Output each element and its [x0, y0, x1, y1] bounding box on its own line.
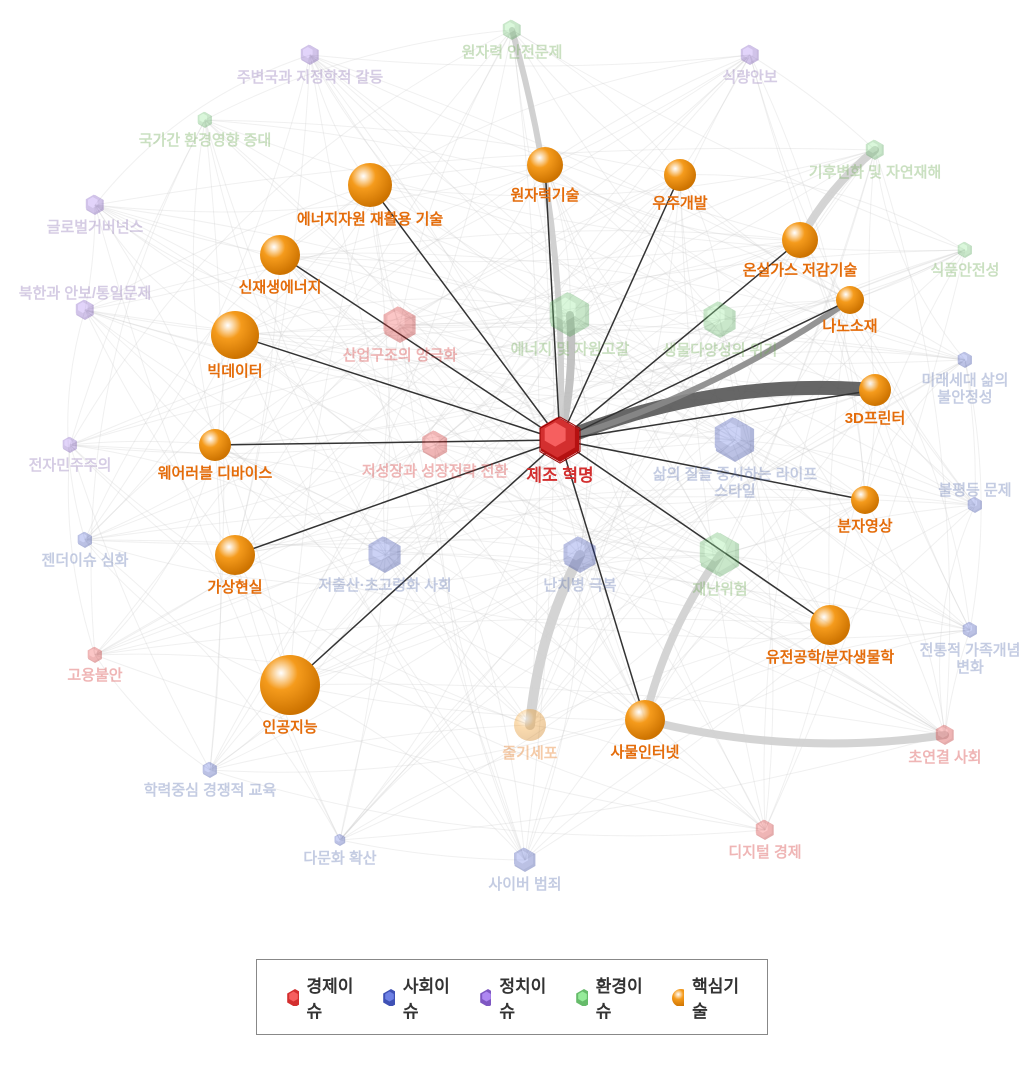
- node-env_impact: 국가간 환경영향 증대: [139, 112, 272, 149]
- hex-icon: [478, 988, 492, 1006]
- node-family_change: 전통적 가족개념변화: [920, 622, 1021, 676]
- node-label: 전통적 가족개념: [920, 641, 1021, 659]
- hex-icon: [285, 988, 299, 1006]
- legend-item-economy: 경제이슈: [285, 972, 353, 1022]
- legend-label: 정치이슈: [499, 972, 546, 1022]
- network-svg: 제조 혁명원자력 안전문제주변국과 지정학적 갈등식량안보국가간 환경영향 증대…: [0, 0, 1024, 1065]
- legend-item-tech: 핵심기술: [671, 972, 739, 1022]
- circle-icon: [671, 988, 685, 1006]
- node-label: 우주개발: [652, 194, 707, 212]
- node-gender: 젠더이슈 심화: [42, 532, 129, 569]
- node-wearable: 웨어러블 디바이스: [158, 429, 273, 482]
- legend-label: 핵심기술: [692, 972, 739, 1022]
- node-iot: 사물인터넷: [610, 700, 679, 761]
- legend: 경제이슈 사회이슈 정치이슈 환경이슈 핵심기술: [256, 959, 768, 1035]
- legend-item-politics: 정치이슈: [478, 972, 546, 1022]
- hex-icon: [381, 988, 395, 1006]
- node-label: 사이버 범죄: [488, 876, 561, 893]
- node-label: 초연결 사회: [908, 748, 981, 766]
- node-edu_competitive: 학력중심 경쟁적 교육: [144, 762, 277, 799]
- legend-item-environment: 환경이슈: [574, 972, 642, 1022]
- legend-item-society: 사회이슈: [381, 972, 449, 1022]
- node-multiculture: 다문화 확산: [303, 834, 376, 867]
- node-cybercrime: 사이버 범죄: [488, 848, 561, 894]
- node-label: 식량안보: [722, 68, 777, 86]
- legend-label: 환경이슈: [596, 972, 643, 1022]
- legend-label: 사회이슈: [403, 972, 450, 1022]
- node-biodiversity: 생물다양성의 위기: [663, 301, 778, 359]
- node-label: 젠더이슈 심화: [42, 552, 129, 569]
- node-label: 불안정성: [937, 388, 992, 406]
- node-label: 다문화 확산: [303, 849, 376, 867]
- hex-icon: [574, 988, 588, 1006]
- node-label: 디지털 경제: [728, 843, 801, 861]
- node-climate: 기후변화 및 자연재해: [809, 140, 942, 181]
- node-food_security: 식량안보: [722, 45, 777, 86]
- node-label: 주변국과 지정학적 갈등: [237, 68, 384, 86]
- network-diagram: 제조 혁명원자력 안전문제주변국과 지정학적 갈등식량안보국가간 환경영향 증대…: [0, 0, 1024, 1065]
- node-food_safety: 식품안전성: [930, 242, 999, 279]
- legend-label: 경제이슈: [307, 972, 354, 1022]
- node-label: 국가간 환경영향 증대: [139, 131, 272, 149]
- node-label: 식품안전성: [930, 261, 999, 279]
- node-label: 북한과 안보/통일문제: [19, 284, 152, 302]
